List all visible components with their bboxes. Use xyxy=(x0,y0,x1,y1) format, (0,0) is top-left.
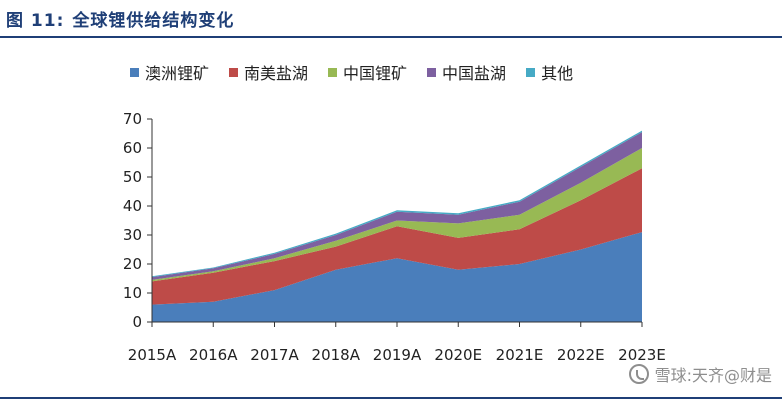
figure-title: 图 11: 全球锂供给结构变化 xyxy=(6,6,242,31)
x-tick-label: 2016A xyxy=(189,346,238,364)
x-tick-label: 2023E xyxy=(618,346,666,364)
legend-item: 中国盐湖 xyxy=(427,60,506,84)
legend-swatch xyxy=(328,67,338,77)
x-tick-label: 2017A xyxy=(250,346,299,364)
x-tick-label: 2018A xyxy=(312,346,361,364)
figure-label: 图 11: xyxy=(6,11,65,31)
x-tick-label: 2015A xyxy=(128,346,177,364)
legend-label: 其他 xyxy=(541,64,574,83)
y-tick-label: 60 xyxy=(123,139,142,157)
watermark: 雪球:天齐@财是 xyxy=(628,362,772,386)
legend-label: 中国锂矿 xyxy=(343,64,408,83)
area-series-2 xyxy=(152,168,642,305)
x-tick-label: 2019A xyxy=(373,346,422,364)
legend-item: 中国锂矿 xyxy=(328,60,407,84)
y-tick-label: 70 xyxy=(123,110,142,128)
legend-swatch xyxy=(526,67,536,77)
watermark-text: 雪球:天齐@财是 xyxy=(654,366,772,385)
legend-item: 澳洲锂矿 xyxy=(130,60,209,84)
chart-legend: 澳洲锂矿 南美盐湖 中国锂矿 中国盐湖 其他 xyxy=(130,60,593,84)
legend-swatch xyxy=(130,67,139,77)
area-series-1 xyxy=(152,232,642,322)
y-tick-label: 0 xyxy=(132,313,142,331)
legend-swatch xyxy=(427,67,437,77)
y-tick-label: 40 xyxy=(123,197,142,215)
legend-label: 中国盐湖 xyxy=(442,64,507,83)
x-tick-label: 2022E xyxy=(557,346,605,364)
area-series-3 xyxy=(152,148,642,282)
y-tick-label: 10 xyxy=(123,284,142,302)
legend-item: 其他 xyxy=(526,60,573,84)
x-tick-label: 2021E xyxy=(496,346,544,364)
legend-label: 南美盐湖 xyxy=(244,64,309,83)
figure-header: 图 11: 全球锂供给结构变化 xyxy=(0,0,782,38)
x-tick-label: 2020E xyxy=(434,346,482,364)
stacked-area-chart: 0 10 20 30 40 50 60 70 2015A 2016A 2017A 2018A 2019A… xyxy=(123,110,666,364)
snowball-logo-icon xyxy=(628,364,649,384)
figure-title-text: 全球锂供给结构变化 xyxy=(72,11,235,31)
y-tick-label: 20 xyxy=(123,255,142,273)
legend-label: 澳洲锂矿 xyxy=(145,64,210,83)
title-rule xyxy=(0,36,782,38)
y-tick-label: 30 xyxy=(123,226,142,244)
legend-swatch xyxy=(229,67,239,77)
y-tick-label: 50 xyxy=(123,168,142,186)
bottom-rule xyxy=(0,397,782,399)
legend-item: 南美盐湖 xyxy=(229,60,308,84)
